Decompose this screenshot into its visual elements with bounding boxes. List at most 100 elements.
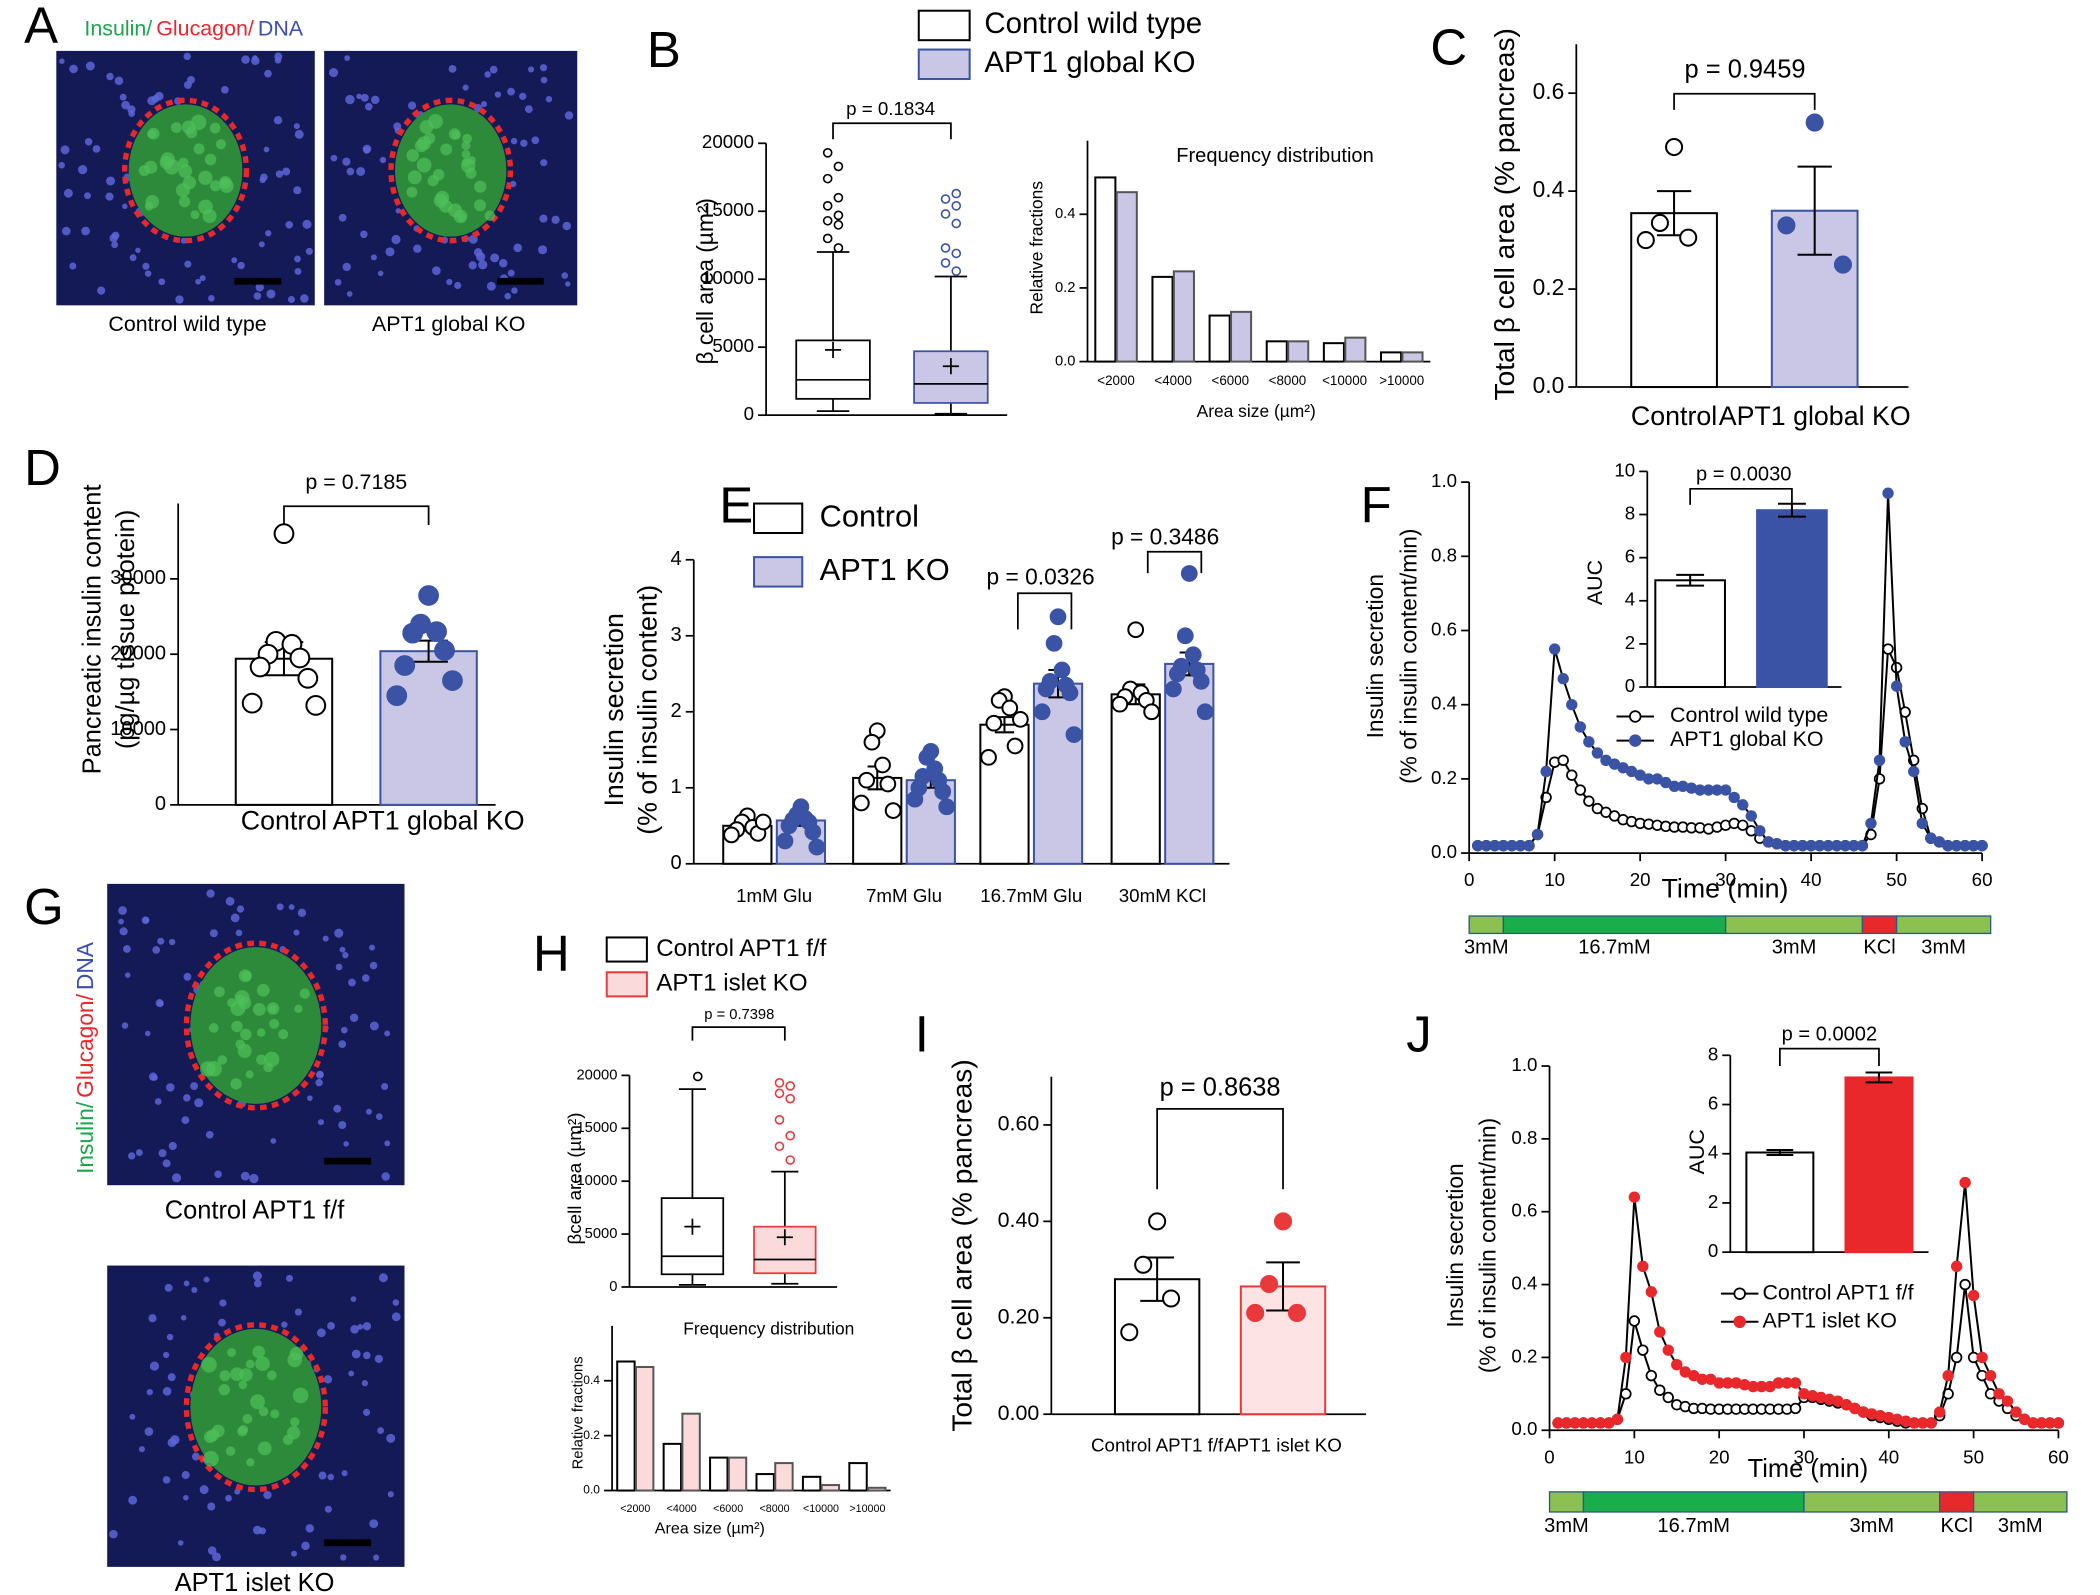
nucleus bbox=[316, 1070, 324, 1078]
data-point bbox=[2001, 1395, 2014, 1407]
x-tick-label: >10000 bbox=[1379, 373, 1424, 388]
islet-cell bbox=[255, 1356, 270, 1372]
data-point bbox=[1789, 1377, 1802, 1389]
nucleus bbox=[144, 270, 152, 277]
nucleus bbox=[265, 230, 272, 237]
nucleus bbox=[164, 1283, 173, 1292]
islet-cell bbox=[461, 150, 471, 159]
data-point bbox=[1890, 680, 1903, 692]
data-point bbox=[1053, 661, 1071, 679]
islet-cell bbox=[230, 1078, 242, 1090]
nucleus bbox=[300, 294, 309, 303]
stimulus-segment bbox=[1895, 915, 1992, 935]
nucleus bbox=[118, 918, 124, 925]
islet-cell bbox=[193, 143, 205, 155]
data-point bbox=[1001, 699, 1019, 717]
panel-label: D bbox=[24, 439, 61, 496]
data-point bbox=[776, 832, 794, 850]
nucleus bbox=[562, 221, 572, 231]
islet-cell bbox=[256, 1028, 266, 1037]
data-point bbox=[1540, 765, 1552, 778]
y-tick-label: 0.2 bbox=[1055, 280, 1075, 296]
nucleus bbox=[199, 1485, 209, 1495]
islet-cell bbox=[198, 170, 213, 185]
data-point bbox=[1012, 711, 1029, 728]
nucleus bbox=[507, 269, 515, 277]
p-value: p = 0.7185 bbox=[305, 470, 407, 494]
data-point bbox=[1976, 1351, 1988, 1364]
x-tick-label: <8000 bbox=[1269, 373, 1307, 388]
nucleus bbox=[183, 1494, 189, 1501]
x-tick-label: APT1 global KO bbox=[333, 805, 525, 835]
nucleus bbox=[258, 241, 265, 248]
data-point bbox=[804, 823, 822, 841]
islet-cell bbox=[250, 1394, 265, 1410]
outlier bbox=[774, 1141, 785, 1152]
outlier bbox=[951, 218, 962, 229]
nucleus bbox=[317, 1119, 325, 1126]
nucleus bbox=[297, 908, 307, 917]
data-point bbox=[1049, 608, 1067, 626]
x-tick-label: Control bbox=[1631, 401, 1717, 431]
data-point bbox=[754, 813, 772, 831]
nucleus bbox=[365, 1108, 372, 1115]
y-axis-label: Total β cell area (% pancreas) bbox=[1489, 28, 1520, 400]
nucleus bbox=[349, 1013, 359, 1023]
nucleus bbox=[307, 1095, 313, 1102]
nucleus bbox=[162, 1386, 172, 1396]
bar bbox=[709, 1456, 729, 1492]
y-tick-label: 1.0 bbox=[1511, 1054, 1537, 1075]
data-point bbox=[1120, 1323, 1139, 1342]
nucleus bbox=[163, 1351, 170, 1359]
data-point bbox=[1679, 228, 1698, 247]
islet-cell bbox=[219, 176, 232, 189]
data-point bbox=[1162, 1289, 1181, 1308]
nucleus bbox=[69, 64, 78, 74]
islet-cell bbox=[290, 1417, 300, 1427]
nucleus bbox=[384, 1140, 391, 1147]
nucleus bbox=[106, 176, 116, 186]
nucleus bbox=[128, 110, 135, 118]
x-axis-label: Time (min) bbox=[1662, 874, 1789, 904]
nucleus bbox=[209, 929, 218, 938]
islet-cell bbox=[209, 122, 221, 134]
legend-swatch bbox=[753, 502, 804, 535]
nucleus bbox=[385, 247, 395, 257]
islet-cell bbox=[299, 988, 311, 999]
legend-label: APT1 KO bbox=[820, 552, 950, 587]
nucleus bbox=[282, 167, 291, 176]
data-point bbox=[1908, 765, 1920, 778]
nucleus bbox=[334, 278, 342, 286]
outlier bbox=[833, 220, 844, 230]
nucleus bbox=[540, 159, 548, 167]
data-point bbox=[1620, 1388, 1632, 1400]
y-tick-label: 0.60 bbox=[998, 1112, 1040, 1136]
nucleus bbox=[346, 167, 355, 176]
nucleus bbox=[344, 55, 351, 61]
nucleus bbox=[370, 95, 380, 105]
nucleus bbox=[377, 1427, 384, 1434]
nucleus bbox=[356, 166, 366, 176]
data-point bbox=[1246, 1303, 1265, 1323]
y-tick-label: 3 bbox=[671, 624, 682, 646]
nucleus bbox=[370, 254, 377, 261]
p-value: p = 0.7398 bbox=[704, 1007, 774, 1023]
x-tick-label: 30 bbox=[1794, 1446, 1815, 1467]
panel-label: J bbox=[1406, 1005, 1431, 1062]
data-point bbox=[1531, 828, 1544, 841]
nucleus bbox=[92, 145, 101, 153]
nucleus bbox=[225, 896, 235, 906]
nucleus bbox=[237, 261, 245, 270]
data-point bbox=[1184, 646, 1202, 664]
nucleus bbox=[362, 1322, 372, 1331]
islet-cell bbox=[215, 139, 227, 150]
nucleus bbox=[175, 295, 184, 304]
nucleus bbox=[322, 935, 329, 942]
data-point bbox=[289, 647, 311, 669]
islet-cell bbox=[178, 164, 193, 178]
y-tick-label: 10 bbox=[1614, 459, 1635, 480]
data-point bbox=[1620, 1351, 1632, 1364]
nucleus bbox=[208, 295, 215, 302]
y-tick-label: 20000 bbox=[702, 131, 754, 152]
